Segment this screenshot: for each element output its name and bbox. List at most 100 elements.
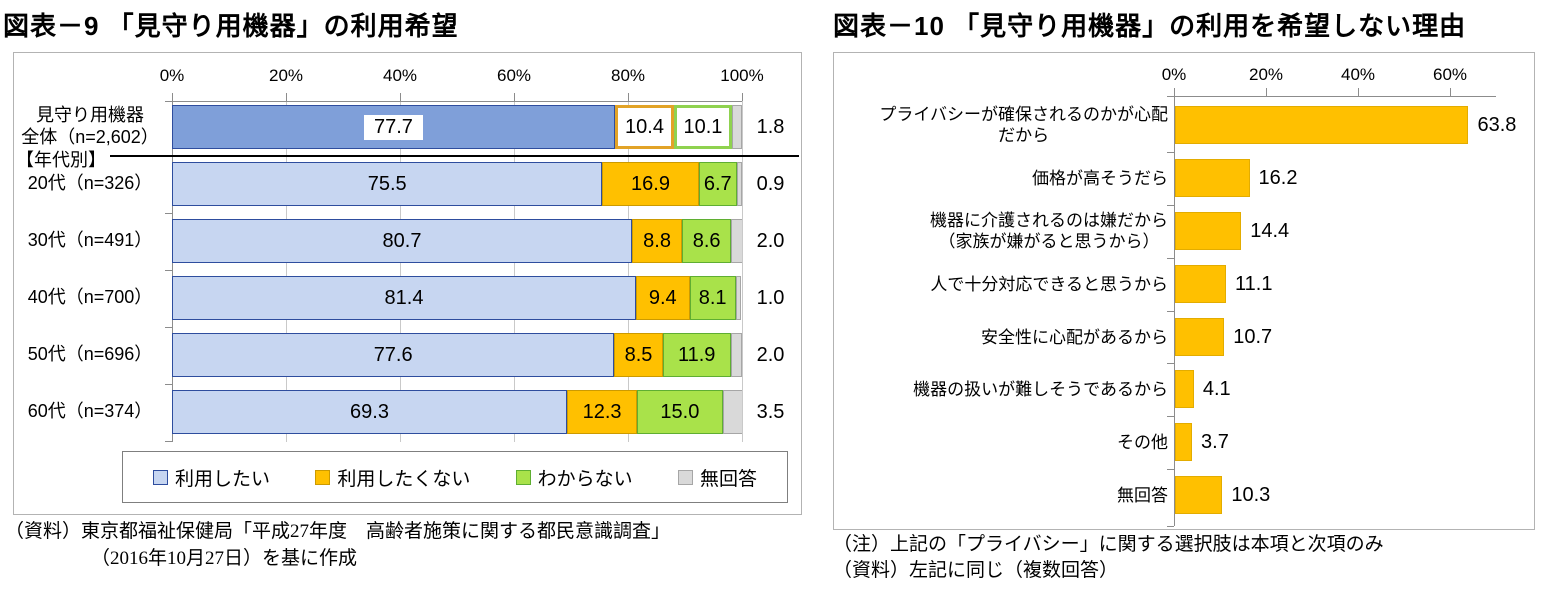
fig9-gridline (400, 101, 401, 442)
fig10-category-label-line: プライバシーが確保されるのかが心配 (879, 105, 1168, 124)
fig9-legend-swatch-icon (153, 469, 168, 485)
fig10-axis-tick-left (1167, 526, 1174, 527)
fig10-axis-tick (1174, 88, 1175, 96)
fig10-value-label: 3.7 (1201, 431, 1229, 453)
fig10-category-label: 価格が高そうだら (1032, 168, 1168, 189)
fig9-segment-notwant: 16.9 (602, 162, 699, 206)
fig9-legend-label: 利用したくない (337, 468, 471, 490)
fig9-segment-unsure: 15.0 (637, 390, 723, 434)
fig9-legend-label: わからない (537, 468, 633, 490)
fig9-legend-item: 利用したい (153, 464, 270, 491)
fig9-value-label: 11.9 (677, 343, 716, 366)
fig10-category-label-line: （家族が嫌がると思うから） (938, 232, 1160, 251)
fig9-segment-notwant: 8.8 (631, 219, 683, 263)
fig9-segment-unsure: 10.1 (674, 105, 732, 149)
fig9-category-label-line: 見守り用機器 (36, 105, 144, 125)
fig9-segment-notwant: 8.5 (614, 333, 663, 377)
fig10-note-line2: （資料）左記に同じ（複数回答） (833, 560, 1119, 581)
fig9-axis-tick (172, 93, 173, 101)
fig9-value-label: 8.5 (624, 343, 653, 366)
fig9-source-line1: （資料）東京都福祉保健局「平成27年度 高齢者施策に関する都民意識調査」 (5, 521, 671, 542)
fig10-bar (1175, 265, 1227, 303)
fig10-axis-tick-left (1167, 362, 1174, 364)
fig9-bar-row: 81.4 9.4 8.1 (172, 276, 742, 320)
fig9-legend-swatch-icon (677, 469, 693, 485)
fig9-segment-noanswer (735, 276, 742, 320)
fig10-axis-tick-label: 0% (1161, 65, 1187, 84)
fig9-axis-tick-left (165, 441, 172, 442)
fig9-legend-item: 無回答 (677, 464, 757, 491)
fig10-category-label: 機器に介護されるのは嫌だから （家族が嫌がると思うから） (930, 210, 1168, 252)
fig9-gridline (742, 101, 743, 442)
fig10-bar (1175, 106, 1469, 144)
fig9-axis-tick-label: 20% (268, 66, 304, 85)
fig10-category-label-line: 安全性に心配があるから (981, 327, 1168, 347)
fig10-category-label-line: 価格が高そうだら (1032, 168, 1168, 188)
fig9-category-label-line: 20代（n=326） (27, 173, 153, 193)
fig9-axis-tick (514, 93, 515, 101)
fig10-value-label: 11.1 (1235, 273, 1273, 295)
fig9-value-label: 6.7 (703, 172, 732, 195)
fig9-value-label: 69.3 (350, 400, 389, 423)
fig9-category-label: 見守り用機器 全体（n=2,602） (14, 104, 166, 148)
fig9-legend-item: わからない (515, 464, 633, 491)
fig10-category-label: 機器の扱いが難しそうであるから (913, 379, 1168, 400)
fig10-category-label: 無回答 (1117, 485, 1168, 506)
fig9-segment-unsure: 8.6 (682, 219, 732, 263)
fig9-category-label-line: 全体（n=2,602） (21, 127, 159, 147)
fig9-legend-label: 利用したい (175, 468, 271, 490)
fig9-axis-tick-label: 60% (496, 66, 532, 85)
fig9-segment-unsure: 11.9 (662, 333, 731, 377)
fig9-axis-tick-label: 80% (610, 66, 646, 85)
fig9-group-label: 【年代別】 (16, 150, 106, 170)
fig9-value-label: 8.1 (698, 286, 727, 309)
fig9-segment-noanswer (731, 219, 742, 263)
fig10-category-label-line: 機器に介護されるのは嫌だから (930, 211, 1168, 230)
fig9-segment-unsure: 8.1 (689, 276, 736, 320)
fig10-axis-tick-left (1167, 257, 1174, 259)
fig9-value-label: 77.6 (373, 343, 413, 366)
fig9-axis-tick-left (165, 326, 172, 328)
fig10-axis-tick-label: 20% (1248, 65, 1284, 84)
fig9-gridline (286, 101, 287, 442)
fig10-axis-tick-left (1167, 151, 1174, 153)
fig9-gridline (514, 101, 515, 442)
fig10-note-line1: （注）上記の「プライバシー」に関する選択肢は本項と次項のみ (833, 534, 1384, 555)
fig10-category-label: プライバシーが確保されるのかが心配 だから (879, 104, 1168, 146)
fig10-value-label: 63.8 (1477, 114, 1517, 136)
fig9-axis-tick-left (165, 269, 172, 271)
fig9-segment-want: 75.5 (172, 162, 603, 206)
fig9-segment-want: 81.4 (172, 276, 636, 320)
fig9-value-label: 81.4 (384, 286, 424, 309)
fig9-category-label-line: 40代（n=700） (27, 287, 153, 307)
fig10-axis-tick-label: 40% (1340, 65, 1376, 84)
fig9-segment-notwant: 12.3 (567, 390, 638, 434)
fig10-axis-tick-label: 60% (1432, 65, 1468, 84)
fig9-category-label: 40代（n=700） (14, 286, 166, 308)
fig9-segment-want: 77.6 (172, 333, 615, 377)
fig9-segment-noanswer (730, 333, 742, 377)
fig9-value-label: 16.9 (631, 172, 670, 195)
fig9-axis-tick-label: 0% (159, 66, 185, 85)
fig10-title: 図表－10 「見守り用機器」の利用を希望しない理由 (833, 11, 1467, 41)
fig10-bar (1175, 370, 1194, 408)
fig9-gridline (628, 101, 629, 442)
fig9-legend: 利用したい 利用したくない わからない 無回答 (122, 451, 788, 503)
fig9-noanswer-value: 3.5 (756, 401, 785, 423)
fig9-segment-unsure: 6.7 (698, 162, 737, 206)
fig9-category-label: 30代（n=491） (14, 229, 166, 251)
fig9-chart-area: 0% 20% 40% 60% 80% 100% 見守り用機器 全体（n=2,602） 77.7 1… (13, 52, 802, 515)
fig9-segment-noanswer (736, 162, 742, 206)
fig10-category-label-line: 機器の扱いが難しそうであるから (913, 379, 1168, 399)
fig9-category-label: 60代（n=374） (14, 400, 166, 422)
fig9-axis-line-top (172, 101, 742, 102)
fig9-axis-tick (286, 93, 287, 101)
fig9-noanswer-value: 0.9 (756, 173, 785, 195)
fig9-axis-tick-label: 100% (720, 66, 764, 85)
fig9-segment-noanswer (722, 390, 742, 434)
fig9-bar-row: 69.3 12.3 15.0 (172, 390, 742, 434)
fig10-axis-tick-left (1167, 468, 1174, 470)
fig9-segment-want: 69.3 (172, 390, 567, 434)
fig9-segment-notwant: 9.4 (635, 276, 690, 320)
fig9-noanswer-value: 2.0 (756, 230, 785, 252)
